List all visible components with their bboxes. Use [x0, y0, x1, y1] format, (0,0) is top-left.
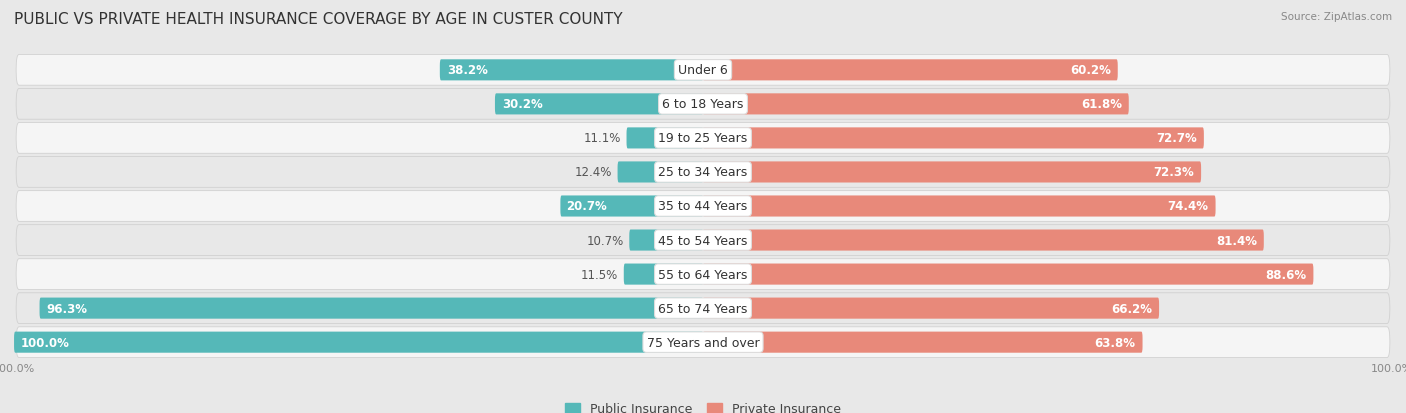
- Text: 66.2%: 66.2%: [1111, 302, 1152, 315]
- Text: 100.0%: 100.0%: [21, 336, 70, 349]
- Text: 74.4%: 74.4%: [1167, 200, 1209, 213]
- Text: PUBLIC VS PRIVATE HEALTH INSURANCE COVERAGE BY AGE IN CUSTER COUNTY: PUBLIC VS PRIVATE HEALTH INSURANCE COVER…: [14, 12, 623, 27]
- Text: 55 to 64 Years: 55 to 64 Years: [658, 268, 748, 281]
- FancyBboxPatch shape: [15, 123, 1391, 154]
- Text: 10.7%: 10.7%: [586, 234, 624, 247]
- FancyBboxPatch shape: [440, 60, 703, 81]
- Text: 6 to 18 Years: 6 to 18 Years: [662, 98, 744, 111]
- Text: 11.5%: 11.5%: [581, 268, 619, 281]
- Text: 65 to 74 Years: 65 to 74 Years: [658, 302, 748, 315]
- FancyBboxPatch shape: [14, 332, 703, 353]
- Text: Under 6: Under 6: [678, 64, 728, 77]
- Text: 72.3%: 72.3%: [1153, 166, 1194, 179]
- FancyBboxPatch shape: [703, 128, 1204, 149]
- FancyBboxPatch shape: [15, 89, 1391, 120]
- FancyBboxPatch shape: [15, 259, 1391, 290]
- Text: 35 to 44 Years: 35 to 44 Years: [658, 200, 748, 213]
- FancyBboxPatch shape: [703, 94, 1129, 115]
- FancyBboxPatch shape: [15, 191, 1391, 222]
- FancyBboxPatch shape: [703, 162, 1201, 183]
- FancyBboxPatch shape: [39, 298, 703, 319]
- FancyBboxPatch shape: [15, 327, 1391, 358]
- Text: 20.7%: 20.7%: [565, 200, 606, 213]
- Text: 30.2%: 30.2%: [502, 98, 543, 111]
- FancyBboxPatch shape: [703, 230, 1264, 251]
- FancyBboxPatch shape: [15, 55, 1391, 86]
- FancyBboxPatch shape: [15, 157, 1391, 188]
- Text: 75 Years and over: 75 Years and over: [647, 336, 759, 349]
- FancyBboxPatch shape: [703, 196, 1216, 217]
- FancyBboxPatch shape: [703, 60, 1118, 81]
- Text: 63.8%: 63.8%: [1095, 336, 1136, 349]
- Text: Source: ZipAtlas.com: Source: ZipAtlas.com: [1281, 12, 1392, 22]
- Text: 38.2%: 38.2%: [447, 64, 488, 77]
- FancyBboxPatch shape: [15, 225, 1391, 256]
- FancyBboxPatch shape: [703, 332, 1143, 353]
- FancyBboxPatch shape: [617, 162, 703, 183]
- Text: 45 to 54 Years: 45 to 54 Years: [658, 234, 748, 247]
- Text: 81.4%: 81.4%: [1216, 234, 1257, 247]
- FancyBboxPatch shape: [495, 94, 703, 115]
- Text: 61.8%: 61.8%: [1081, 98, 1122, 111]
- Legend: Public Insurance, Private Insurance: Public Insurance, Private Insurance: [560, 397, 846, 413]
- Text: 25 to 34 Years: 25 to 34 Years: [658, 166, 748, 179]
- FancyBboxPatch shape: [561, 196, 703, 217]
- FancyBboxPatch shape: [703, 264, 1313, 285]
- Text: 88.6%: 88.6%: [1265, 268, 1306, 281]
- FancyBboxPatch shape: [15, 293, 1391, 324]
- Text: 60.2%: 60.2%: [1070, 64, 1111, 77]
- FancyBboxPatch shape: [703, 298, 1159, 319]
- Text: 11.1%: 11.1%: [583, 132, 621, 145]
- Text: 96.3%: 96.3%: [46, 302, 87, 315]
- Text: 19 to 25 Years: 19 to 25 Years: [658, 132, 748, 145]
- Text: 12.4%: 12.4%: [575, 166, 612, 179]
- FancyBboxPatch shape: [627, 128, 703, 149]
- Text: 72.7%: 72.7%: [1156, 132, 1197, 145]
- FancyBboxPatch shape: [630, 230, 703, 251]
- FancyBboxPatch shape: [624, 264, 703, 285]
